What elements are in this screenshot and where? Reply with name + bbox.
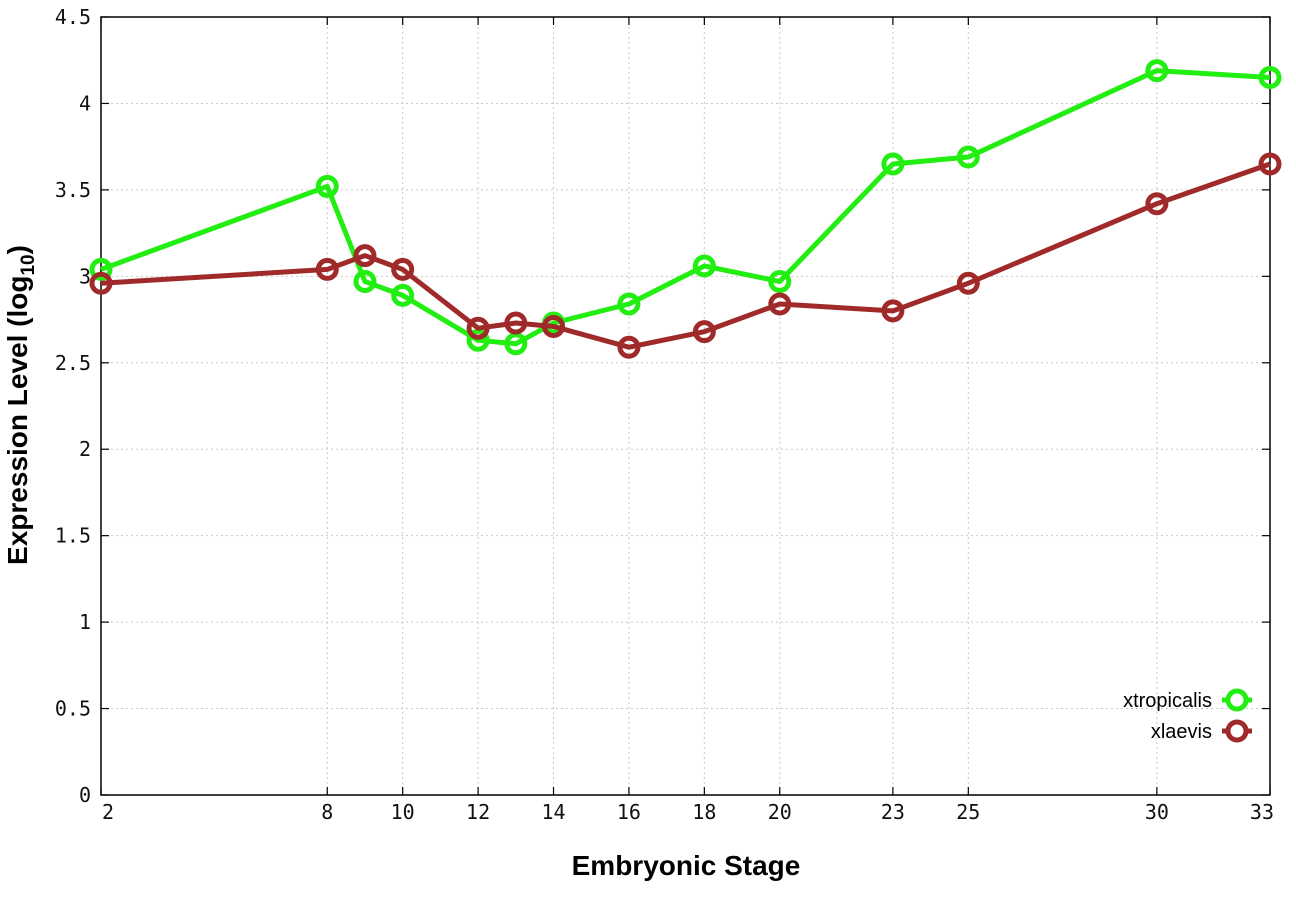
x-tick-label: 25 <box>956 800 980 824</box>
y-tick-label: 2 <box>79 437 91 461</box>
x-tick-label: 8 <box>321 800 333 824</box>
data-point-xtropicalis <box>1258 66 1282 90</box>
x-tick-label: 14 <box>541 800 565 824</box>
y-tick-label: 4.5 <box>55 5 91 29</box>
data-point-xlaevis <box>504 311 528 335</box>
y-tick-label: 3.5 <box>55 178 91 202</box>
legend: xtropicalis xlaevis <box>1123 688 1252 743</box>
x-tick-label: 33 <box>1250 800 1274 824</box>
data-point-xlaevis <box>881 299 905 323</box>
data-point-xlaevis <box>617 335 641 359</box>
x-tick-label: 16 <box>617 800 641 824</box>
grid-lines <box>101 17 1270 795</box>
data-point-xtropicalis <box>89 257 113 281</box>
data-point-xtropicalis <box>956 145 980 169</box>
data-point-xtropicalis <box>466 328 490 352</box>
data-point-xlaevis <box>89 271 113 295</box>
y-tick-label: 3 <box>79 264 91 288</box>
data-point-xtropicalis <box>353 270 377 294</box>
y-tick-label: 1 <box>79 610 91 634</box>
data-point-xlaevis <box>1258 152 1282 176</box>
data-point-xlaevis <box>768 292 792 316</box>
y-tick-label: 4 <box>79 91 91 115</box>
data-point-xtropicalis <box>315 174 339 198</box>
y-tick-label: 2.5 <box>55 351 91 375</box>
data-point-xlaevis <box>353 244 377 268</box>
legend-label-xtropicalis: xtropicalis <box>1123 690 1212 712</box>
x-tick-label: 12 <box>466 800 490 824</box>
y-axis-title: Expression Level (log10) <box>2 245 39 565</box>
data-point-xtropicalis <box>881 152 905 176</box>
data-point-xlaevis <box>391 257 415 281</box>
y-tick-label: 0.5 <box>55 697 91 721</box>
x-axis-title: Embryonic Stage <box>572 850 801 881</box>
data-point-xtropicalis <box>768 270 792 294</box>
data-point-xlaevis <box>315 257 339 281</box>
y-axis-title-main: Expression Level (log <box>2 276 33 565</box>
data-point-xlaevis <box>542 314 566 338</box>
data-point-xtropicalis <box>504 332 528 356</box>
x-tick-label: 2 <box>102 800 114 824</box>
y-axis-title-subscript: 10 <box>18 254 39 275</box>
y-tick-label: 0 <box>79 783 91 807</box>
legend-marker-xtropicalis <box>1225 688 1249 712</box>
x-tick-label: 23 <box>881 800 905 824</box>
data-point-xlaevis <box>956 271 980 295</box>
y-axis-title-end: ) <box>2 245 33 254</box>
data-point-xlaevis <box>466 316 490 340</box>
plot-area-border <box>100 16 1271 796</box>
x-tick-label: 10 <box>391 800 415 824</box>
legend-label-xlaevis: xlaevis <box>1151 721 1212 743</box>
series-layer <box>89 59 1282 359</box>
series-line-xlaevis <box>100 161 1271 350</box>
y-tick-label: 1.5 <box>55 524 91 548</box>
data-point-xlaevis <box>1145 192 1169 216</box>
data-point-xtropicalis <box>1145 59 1169 83</box>
data-point-xtropicalis <box>617 292 641 316</box>
x-tick-label: 20 <box>768 800 792 824</box>
axis-ticks: 0 0.5 1 1.5 2 2.5 3 3.5 4 4.5 2 8 10 12 14 16 18 20 23 25 30… <box>55 5 1274 824</box>
x-tick-label: 30 <box>1145 800 1169 824</box>
data-point-xtropicalis <box>391 283 415 307</box>
legend-marker-xlaevis <box>1225 719 1249 743</box>
x-tick-label: 18 <box>692 800 716 824</box>
data-point-xtropicalis <box>692 254 716 278</box>
series-line-xtropicalis <box>100 68 1271 347</box>
data-point-xlaevis <box>692 320 716 344</box>
